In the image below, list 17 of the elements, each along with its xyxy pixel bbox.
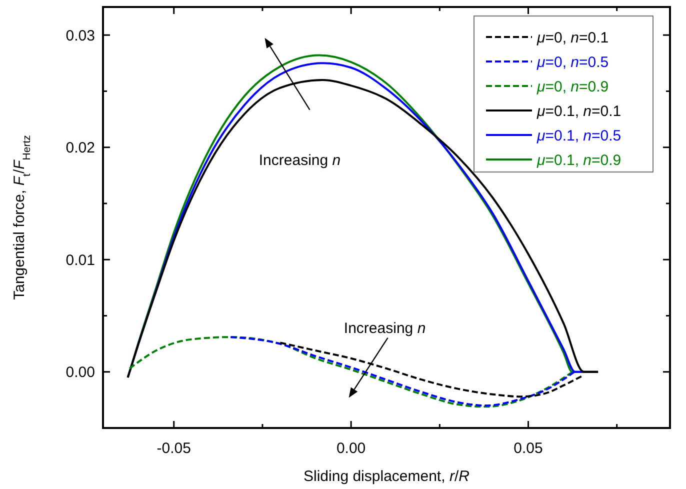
annotation: Increasing n (258, 152, 341, 170)
y-tick-label: 0.03 (66, 27, 95, 44)
x-axis-title: Sliding displacement, r/R (304, 468, 470, 485)
legend-label: μ=0, n=0.5 (536, 54, 609, 71)
y-tick-label: 0.02 (66, 140, 95, 157)
line-series (279, 342, 582, 398)
y-tick-label: 0.00 (66, 364, 95, 382)
x-tick-label: 0.00 (336, 440, 366, 457)
legend-label: μ=0.1, n=0.1 (536, 102, 622, 120)
y-tick-label: 0.01 (66, 252, 95, 269)
x-tick-label: -0.05 (156, 440, 191, 457)
legend-label: μ=0.1, n=0.5 (536, 127, 622, 144)
legend-label: μ=0, n=0.9 (536, 78, 609, 96)
legend-label: μ=0, n=0.1 (536, 29, 609, 46)
annotation: Increasing n (344, 320, 426, 338)
x-tick-label: 0.05 (514, 440, 543, 457)
legend-label: μ=0.1, n=0.9 (536, 152, 622, 169)
